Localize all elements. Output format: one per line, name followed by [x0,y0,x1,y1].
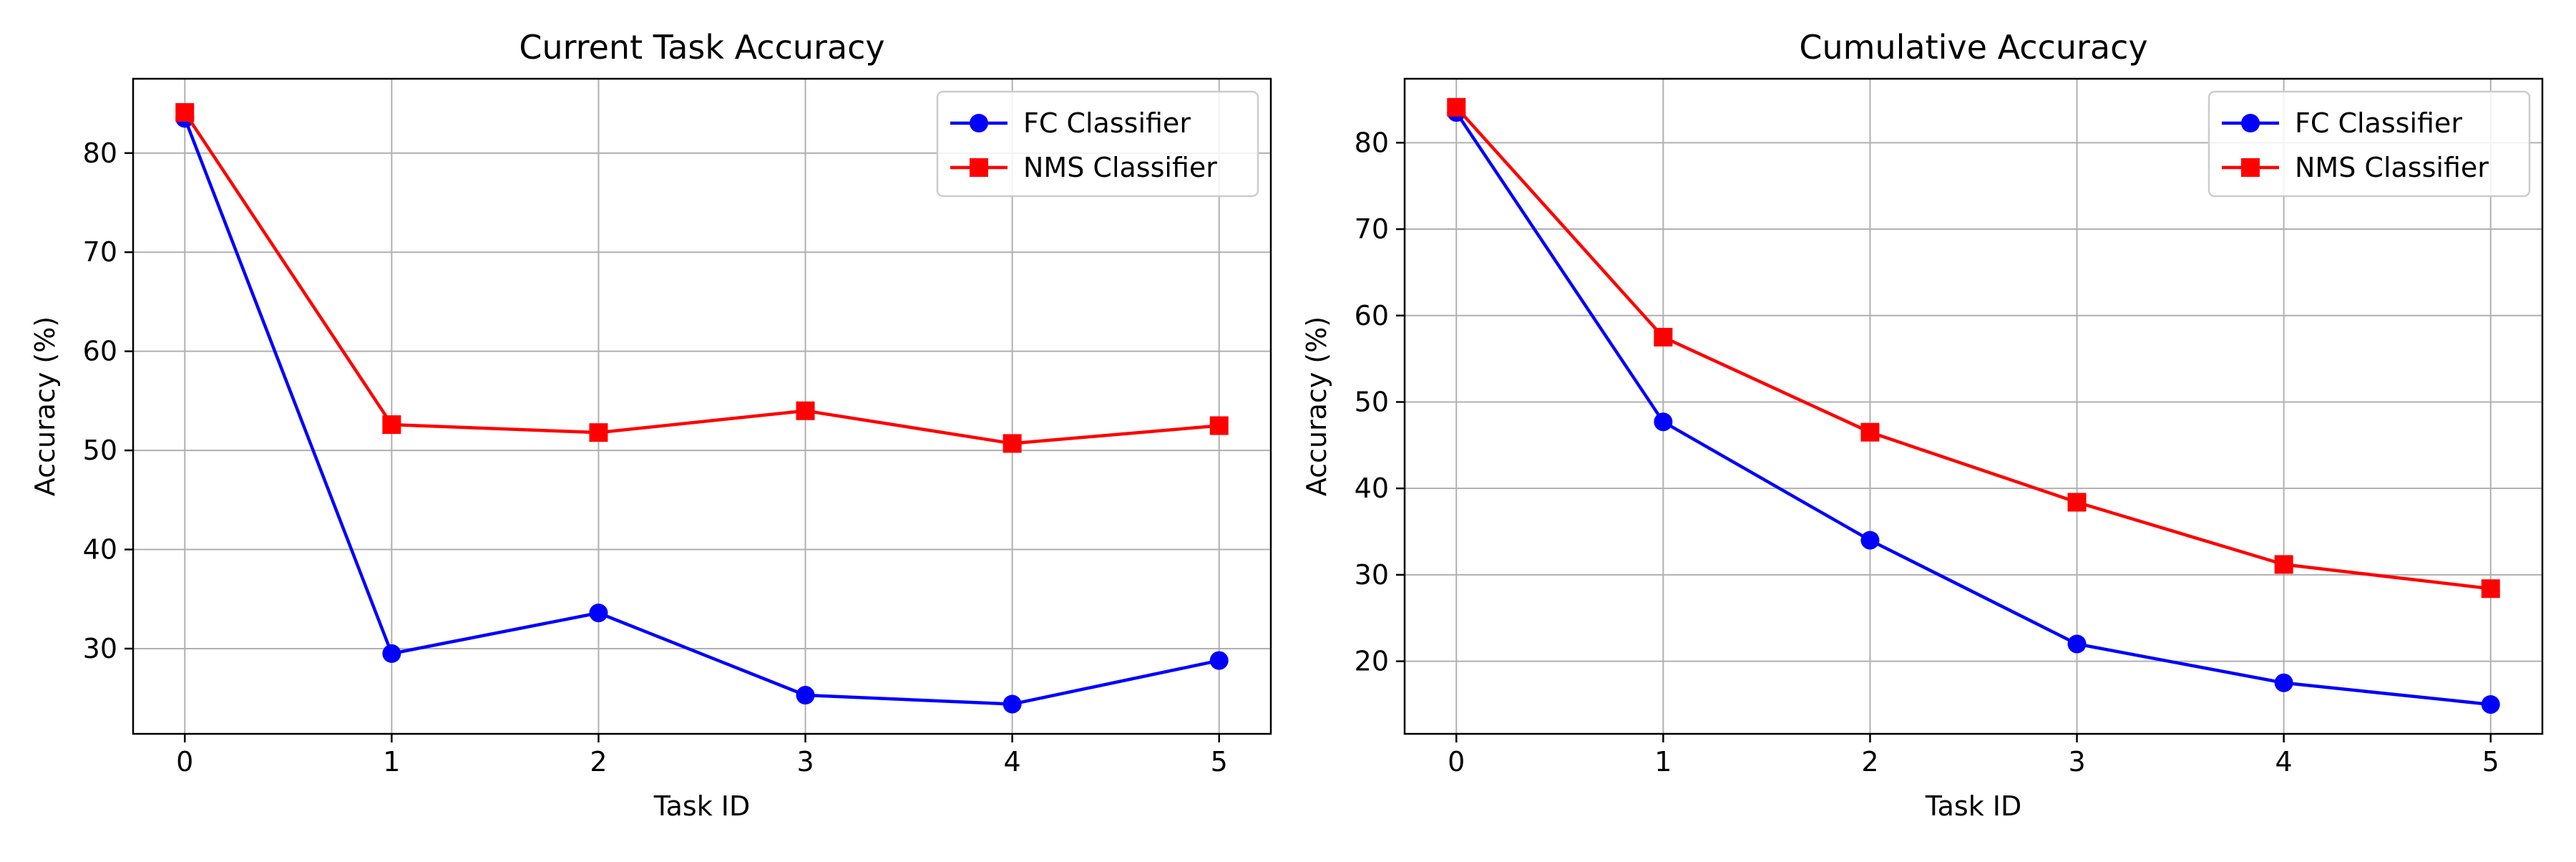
legend-marker [2241,158,2260,177]
subplot-1: 0 1 2 3 4 5 30 40 50 60 70 80 Current Task Accuracy T… [29,28,1272,822]
data-point [1654,412,1673,432]
legend-label: FC Classifier [2295,107,2462,139]
data-point [2481,579,2500,599]
data-point [2067,493,2087,512]
legend-marker [970,114,988,132]
data-point [589,423,608,442]
y-tick-label: 60 [83,336,117,367]
data-point [175,103,195,122]
chart-title: Cumulative Accuracy [1799,28,2147,67]
data-point [1654,327,1673,347]
data-point [1002,694,1022,714]
legend-marker [2241,114,2260,132]
y-tick-label: 20 [1355,646,1389,677]
data-point [589,604,608,623]
x-tick-label: 3 [2068,746,2085,778]
y-tick-label: 50 [1355,386,1389,417]
x-axis-label: Task ID [653,790,751,822]
y-tick-label: 80 [83,137,117,169]
y-tick-label: 30 [1355,559,1389,591]
y-tick-label: 60 [1355,300,1389,331]
data-point [382,644,401,663]
y-tick-label: 70 [1355,213,1389,245]
x-tick-label: 4 [1004,746,1021,778]
data-point [2274,673,2293,692]
legend-frame [2207,90,2531,198]
data-point [796,686,815,705]
series-line-nms-classifier [183,111,1219,445]
x-tick-label: 5 [2482,746,2499,778]
x-tick-label: 5 [1211,746,1228,778]
legend: FC Classifier NMS Classifier [2207,90,2531,198]
y-tick-label: 30 [83,633,117,664]
legend-label: FC Classifier [1023,107,1191,139]
x-tick-label: 1 [1654,746,1672,778]
x-axis-label: Task ID [1925,790,2022,822]
data-point [1447,97,1466,117]
x-tick-label: 4 [2275,746,2293,778]
legend-marker [970,158,988,177]
x-tick-label: 0 [176,746,193,778]
legend: FC Classifier NMS Classifier [936,90,1259,198]
y-tick-label: 40 [83,534,117,566]
series-line-fc-classifier [1455,111,2491,707]
axes-frame [132,77,1272,735]
data-point [796,401,815,420]
x-tick-label: 0 [1448,746,1465,778]
data-point [2274,555,2293,574]
y-tick-label: 70 [83,236,117,268]
y-axis-label: Accuracy (%) [29,316,61,496]
series-line-nms-classifier [1455,106,2491,591]
axes-frame [1403,77,2544,735]
x-tick-label: 2 [1861,746,1878,778]
y-axis-label: Accuracy (%) [1301,316,1332,496]
data-point [2481,694,2500,714]
data-point [1860,531,1880,550]
data-point [382,415,401,435]
legend-label: NMS Classifier [2295,152,2489,183]
subplot-2: 0 1 2 3 4 5 20 30 40 50 60 70 80 Cumulative Accuracy T… [1301,28,2544,822]
data-point [2067,634,2087,654]
data-point [1209,416,1229,435]
y-tick-label: 80 [1355,127,1389,158]
legend-frame [936,90,1259,198]
x-tick-label: 2 [590,746,607,778]
chart-title: Current Task Accuracy [519,28,884,67]
y-tick-label: 40 [1355,473,1389,504]
x-tick-label: 1 [383,746,400,778]
legend-label: NMS Classifier [1023,152,1217,183]
y-tick-label: 50 [83,435,117,466]
data-point [1860,422,1880,442]
data-point [1209,651,1229,670]
data-point [1002,434,1022,453]
x-tick-label: 3 [796,746,814,778]
series-line-fc-classifier [183,117,1220,706]
